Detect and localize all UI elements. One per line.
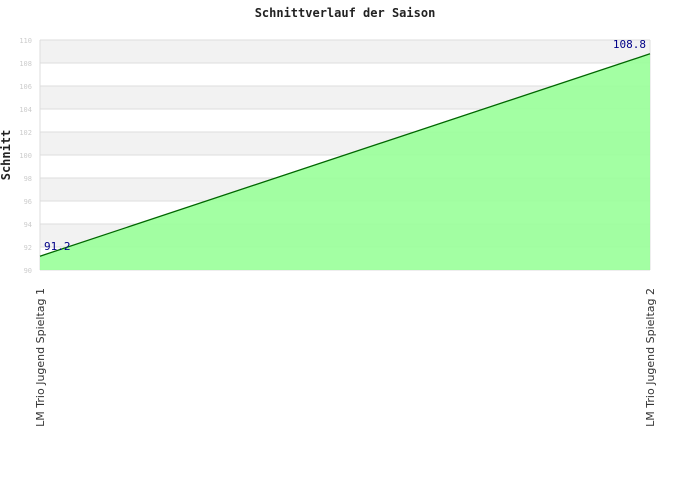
y-tick-label: 108 xyxy=(19,60,32,68)
y-tick-label: 104 xyxy=(19,106,32,114)
y-tick-label: 96 xyxy=(24,198,32,206)
x-tick-label: LM Trio Jugend Spieltag 2 xyxy=(644,288,657,427)
data-label: 108.8 xyxy=(613,38,646,51)
y-axis-label: Schnitt xyxy=(0,130,13,181)
y-tick-label: 106 xyxy=(19,83,32,91)
x-tick-label: LM Trio Jugend Spieltag 1 xyxy=(34,288,47,427)
area-fill xyxy=(40,53,650,270)
data-label: 91.2 xyxy=(44,240,71,253)
grid-band xyxy=(40,63,650,86)
y-tick-label: 100 xyxy=(19,152,32,160)
y-tick-label: 94 xyxy=(24,221,32,229)
series-line xyxy=(39,53,651,257)
y-tick-label: 110 xyxy=(19,37,32,45)
y-tick-label: 102 xyxy=(19,129,32,137)
y-tick-label: 98 xyxy=(24,175,32,183)
grid-band xyxy=(40,40,650,63)
grid-band xyxy=(40,86,650,109)
y-tick-label: 92 xyxy=(24,244,32,252)
y-tick-label: 90 xyxy=(24,267,32,275)
chart-title: Schnittverlauf der Saison xyxy=(255,6,436,20)
